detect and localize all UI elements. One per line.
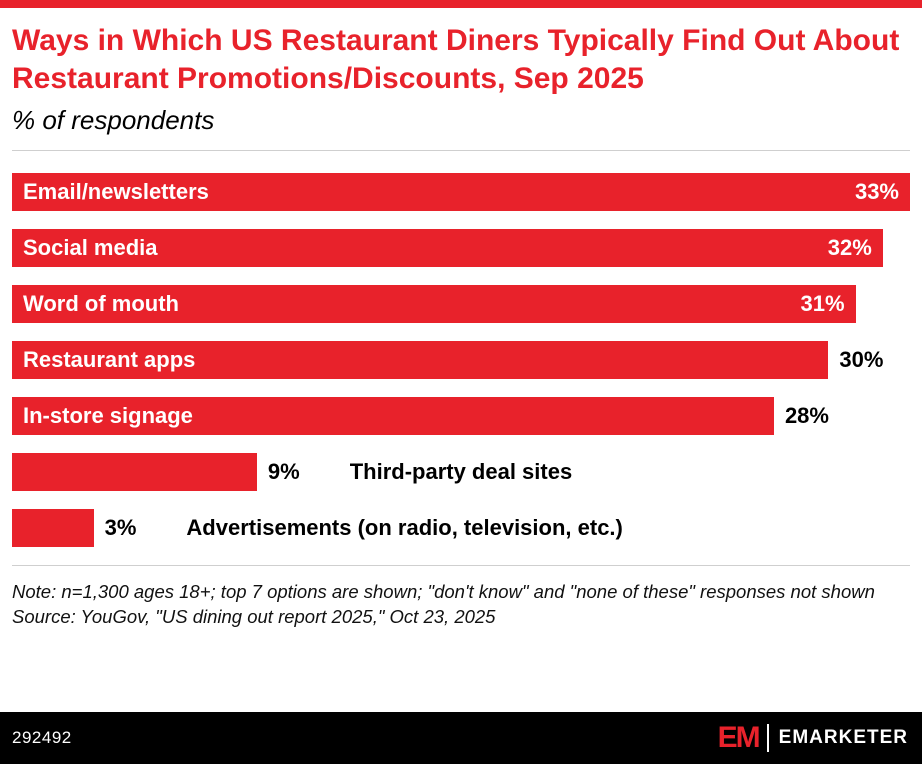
bar-category-label: Email/newsletters xyxy=(23,179,209,204)
bar xyxy=(12,453,257,491)
bar-chart: Email/newsletters 33% Social media 32% Word … xyxy=(12,173,910,547)
bar: Social media 32% xyxy=(12,229,883,267)
bar-value-label: 31% xyxy=(800,291,845,316)
bar: Word of mouth 31% xyxy=(12,285,856,323)
bar-value-label: 3% xyxy=(104,515,137,540)
header-divider xyxy=(12,150,910,151)
notes-section: Note: n=1,300 ages 18+; top 7 options ar… xyxy=(12,580,910,630)
chart-id: 292492 xyxy=(12,728,72,747)
bar: Email/newsletters 33% xyxy=(12,173,910,211)
bar-value-label: 30% xyxy=(839,347,884,372)
bar-value-label: 33% xyxy=(854,179,899,204)
top-accent-strip xyxy=(0,0,922,8)
bar-category-label: Third-party deal sites xyxy=(349,459,573,484)
bar-category-label: Social media xyxy=(23,235,158,260)
bar-category-label: Advertisements (on radio, television, et… xyxy=(186,515,623,540)
bar-value-label: 9% xyxy=(267,459,300,484)
bar-row: Word of mouth 31% xyxy=(12,285,910,323)
bar-value-label: 32% xyxy=(827,235,872,260)
chart-content: Ways in Which US Restaurant Diners Typic… xyxy=(0,8,922,630)
bar-row: In-store signage 28% xyxy=(12,397,910,435)
bar-row: 9% Third-party deal sites xyxy=(12,453,910,491)
emarketer-logo-mark: EM xyxy=(717,721,761,754)
bar-category-label: Word of mouth xyxy=(23,291,179,316)
bar-value-label: 28% xyxy=(784,403,829,428)
chart-subtitle: % of respondents xyxy=(12,105,215,135)
bar: In-store signage xyxy=(12,397,774,435)
source-text: Source: YouGov, "US dining out report 20… xyxy=(12,605,496,627)
bar-row: Social media 32% xyxy=(12,229,910,267)
page-title: Ways in Which US Restaurant Diners Typic… xyxy=(12,24,900,95)
bar-category-label: In-store signage xyxy=(23,403,193,428)
bar-category-label: Restaurant apps xyxy=(23,347,196,372)
logo-divider xyxy=(766,724,769,752)
emarketer-logo-text: EMARKETER xyxy=(778,727,908,748)
bar-row: Email/newsletters 33% xyxy=(12,173,910,211)
bar xyxy=(12,509,94,547)
bar-row: 3% Advertisements (on radio, television, … xyxy=(12,509,910,547)
notes-divider xyxy=(12,565,910,566)
footer-bar: 292492 EM EMARKETER xyxy=(0,712,922,764)
note-text: Note: n=1,300 ages 18+; top 7 options ar… xyxy=(12,581,875,602)
bar-row: Restaurant apps 30% xyxy=(12,341,910,379)
bar: Restaurant apps xyxy=(12,341,829,379)
emarketer-logo: EM EMARKETER xyxy=(718,723,908,753)
